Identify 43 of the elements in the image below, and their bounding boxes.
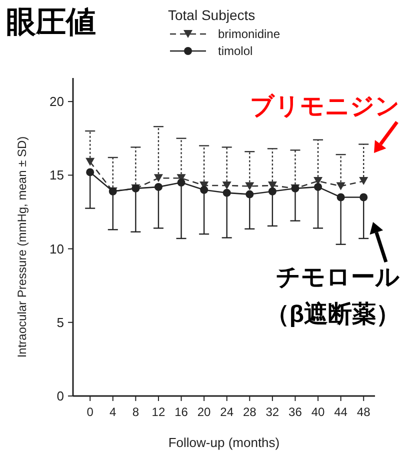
annotation: チモロール bbox=[276, 264, 400, 291]
x-tick-label: 28 bbox=[242, 405, 257, 419]
point bbox=[222, 181, 232, 190]
point bbox=[336, 182, 346, 190]
x-tick-label: 16 bbox=[174, 405, 188, 419]
point bbox=[154, 182, 162, 191]
point bbox=[336, 193, 345, 202]
point bbox=[314, 182, 322, 191]
x-tick-label: 44 bbox=[334, 405, 348, 419]
x-tick-label: 24 bbox=[220, 405, 234, 419]
y-tick-label: 10 bbox=[50, 241, 64, 256]
point bbox=[86, 158, 95, 166]
legend-label: timolol bbox=[218, 44, 253, 58]
legend-title: Total Subjects bbox=[168, 7, 256, 23]
point bbox=[86, 168, 94, 176]
point bbox=[222, 188, 231, 197]
y-tick-label: 15 bbox=[50, 168, 64, 183]
y-tick-label: 0 bbox=[56, 388, 64, 404]
point bbox=[246, 190, 254, 198]
x-tick-label: 20 bbox=[197, 405, 212, 419]
x-tick-label: 4 bbox=[110, 405, 117, 419]
y-tick-label: 20 bbox=[50, 94, 64, 110]
point bbox=[154, 174, 163, 182]
point bbox=[245, 182, 254, 190]
x-tick-label: 48 bbox=[356, 405, 371, 419]
point bbox=[360, 193, 368, 202]
point bbox=[268, 187, 276, 196]
x-axis-title: Follow-up (months) bbox=[168, 435, 280, 450]
point bbox=[177, 178, 186, 187]
annotation: （β遮断薬） bbox=[265, 301, 400, 328]
y-axis-title: Intraocular Pressure (mmHg, mean ± SD) bbox=[15, 136, 29, 358]
annotation: ブリモニジン bbox=[250, 93, 400, 120]
x-tick-label: 8 bbox=[132, 405, 140, 419]
x-tick-label: 0 bbox=[86, 405, 94, 419]
x-tick-label: 32 bbox=[266, 405, 280, 419]
point bbox=[200, 186, 208, 194]
legend-label: brimonidine bbox=[218, 27, 280, 41]
y-tick-label: 5 bbox=[56, 314, 64, 330]
x-tick-label: 36 bbox=[288, 405, 302, 419]
x-tick-label: 12 bbox=[152, 405, 166, 419]
x-tick-label: 40 bbox=[311, 405, 326, 419]
chart-title: 眼圧値 bbox=[6, 6, 96, 39]
point bbox=[359, 177, 368, 186]
